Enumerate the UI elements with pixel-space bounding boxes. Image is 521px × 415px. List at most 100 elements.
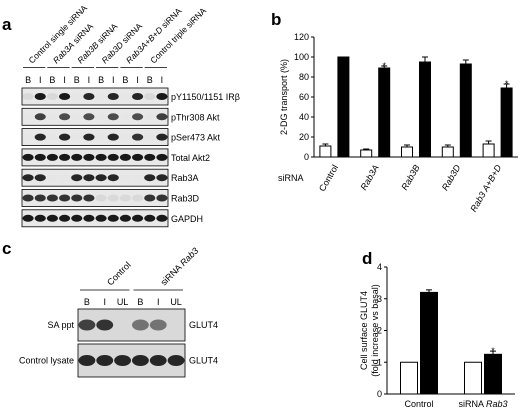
lane-label: B bbox=[84, 297, 90, 307]
basal-insulin-label: B bbox=[147, 75, 153, 85]
blot-band bbox=[119, 133, 131, 141]
y-tick-label: 0 bbox=[377, 389, 382, 399]
y-tick-label: 80 bbox=[299, 72, 309, 82]
blot-right-label: GLUT4 bbox=[189, 320, 218, 330]
x-category-label: Control bbox=[317, 163, 340, 193]
significance-asterisk: * bbox=[491, 346, 495, 356]
blot-band bbox=[107, 174, 119, 182]
group-label-part: Control bbox=[105, 260, 133, 288]
blot-band bbox=[78, 319, 96, 331]
blot-band bbox=[34, 93, 46, 100]
y-tick-label: 100 bbox=[294, 52, 309, 62]
significance-asterisk: * bbox=[382, 61, 386, 71]
blot-band bbox=[71, 194, 83, 202]
group-label: Control bbox=[105, 260, 133, 288]
blot-band bbox=[59, 194, 71, 202]
x-category-label-part: Control bbox=[404, 399, 433, 409]
blot-row: GAPDH bbox=[21, 209, 203, 228]
blot-band bbox=[156, 153, 168, 161]
y-axis-label: Cell surface GLUT4 bbox=[359, 291, 369, 370]
blot-row-label: pY1150/1151 IRβ bbox=[171, 92, 240, 102]
blot-band bbox=[71, 133, 83, 141]
blot-strip bbox=[77, 308, 186, 342]
x-category-label-part: Rab3B bbox=[399, 163, 421, 192]
blot-band bbox=[95, 153, 107, 161]
blot-band bbox=[107, 133, 119, 141]
blot-band bbox=[144, 194, 156, 202]
y-tick-label: 4 bbox=[377, 262, 382, 272]
blot-band bbox=[144, 174, 156, 182]
lane-label: B bbox=[137, 297, 143, 307]
blot-band bbox=[22, 194, 34, 202]
panel-d-letter: d bbox=[362, 249, 372, 268]
blot-band bbox=[46, 194, 59, 202]
basal-insulin-label: I bbox=[136, 75, 139, 85]
basal-insulin-label: I bbox=[88, 75, 91, 85]
blot-row-label: Total Akt2 bbox=[171, 153, 210, 163]
blot-strip bbox=[21, 168, 169, 187]
blot-band bbox=[95, 93, 107, 100]
blot-band bbox=[34, 194, 46, 202]
blot-band bbox=[132, 194, 144, 202]
blot-band bbox=[22, 214, 34, 222]
blot-left-label: Control lysate bbox=[19, 356, 74, 366]
blot-band bbox=[119, 93, 131, 100]
bar bbox=[500, 87, 513, 158]
basal-insulin-label: I bbox=[63, 75, 66, 85]
blot-band bbox=[46, 174, 59, 182]
blot-band bbox=[167, 319, 185, 331]
blot-band bbox=[132, 214, 144, 222]
y-axis-label: 2-DG transport (%) bbox=[279, 59, 289, 135]
blot-band bbox=[132, 319, 149, 331]
blot-band bbox=[95, 174, 107, 182]
blot-band bbox=[83, 133, 95, 141]
blot-band bbox=[59, 214, 71, 222]
basal-insulin-label: B bbox=[74, 75, 80, 85]
basal-insulin-label: I bbox=[112, 75, 115, 85]
bar bbox=[378, 67, 391, 158]
blot-band bbox=[46, 153, 59, 161]
blot-band bbox=[144, 93, 156, 100]
group-label: siRNA Rab3 bbox=[159, 246, 201, 288]
blot-band bbox=[144, 113, 156, 121]
blot-band bbox=[59, 133, 71, 141]
blot-band bbox=[156, 133, 168, 141]
panel-b-bar-chart: siRNA 0 20 40 60 80 100 120 2-DG transport (%) C… bbox=[278, 32, 518, 214]
blot-row-label: pSer473 Akt bbox=[171, 133, 221, 143]
lane-label: I bbox=[103, 297, 106, 307]
bar bbox=[400, 361, 418, 395]
blot-band bbox=[83, 214, 95, 222]
blot-band bbox=[107, 153, 119, 161]
significance-asterisk: * bbox=[505, 79, 509, 89]
blot-band bbox=[156, 214, 168, 222]
blot-band bbox=[149, 355, 167, 366]
bar bbox=[419, 61, 431, 158]
blot-band bbox=[167, 355, 185, 366]
blot-row: pThr308 Akt bbox=[21, 107, 220, 126]
basal-insulin-label: B bbox=[49, 75, 55, 85]
blot-band bbox=[149, 319, 167, 331]
blot-band bbox=[83, 153, 95, 161]
blot-band bbox=[46, 133, 59, 141]
y-tick-label: 120 bbox=[294, 32, 309, 42]
y-axis-label: (fold increase vs basal) bbox=[370, 284, 380, 377]
blot-row: Rab3D bbox=[21, 189, 200, 207]
blot-band bbox=[132, 133, 144, 141]
lane-label: UL bbox=[170, 297, 182, 307]
blot-band bbox=[119, 174, 131, 182]
bar bbox=[319, 145, 332, 158]
blot-band bbox=[59, 153, 71, 161]
blot-row: Total Akt2 bbox=[21, 148, 210, 167]
x-category-label-part: Rab3 bbox=[486, 399, 508, 409]
blot-band bbox=[83, 93, 95, 100]
blot-band bbox=[144, 153, 156, 161]
y-tick-label: 20 bbox=[299, 132, 309, 142]
blot-band bbox=[34, 153, 46, 161]
blot-band bbox=[119, 113, 131, 121]
blot-band bbox=[114, 319, 131, 331]
blot-band bbox=[34, 214, 46, 222]
bar bbox=[420, 291, 438, 395]
blot-row: Rab3A bbox=[21, 168, 199, 187]
basal-insulin-label: I bbox=[161, 75, 164, 85]
